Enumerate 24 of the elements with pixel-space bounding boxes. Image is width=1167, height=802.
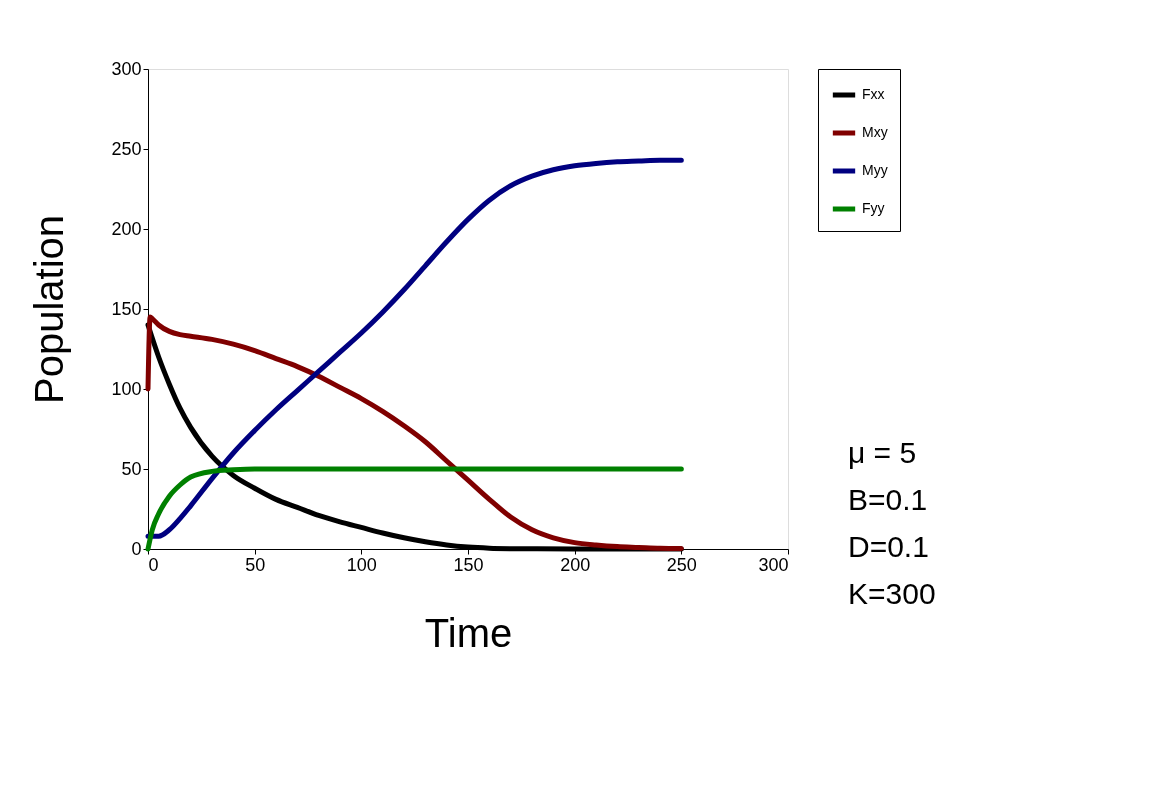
text: K=300 — [848, 577, 936, 610]
x-axis-title: Time — [424, 610, 513, 655]
x-tick-label: 300 — [758, 554, 789, 575]
y-tick-label: 150 — [111, 298, 142, 319]
y-tick-label: 100 — [111, 378, 142, 399]
legend-label: Mxy — [862, 124, 888, 140]
y-tick-label: 50 — [121, 458, 142, 479]
y-tick-label: 250 — [111, 138, 142, 159]
x-tick-label: 0 — [148, 554, 159, 575]
legend-label: Fyy — [862, 200, 885, 216]
x-tick-label: 250 — [666, 554, 697, 575]
x-tick-label: 200 — [560, 554, 591, 575]
x-tick-label: 50 — [245, 554, 266, 575]
text: B=0.1 — [848, 483, 928, 516]
text: μ = 5 — [848, 436, 917, 469]
y-tick-label: 0 — [131, 538, 142, 559]
y-tick-label: 200 — [111, 218, 142, 239]
text: D=0.1 — [848, 530, 929, 563]
legend-label: Myy — [862, 162, 888, 178]
y-tick-label: 300 — [111, 58, 142, 79]
legend-label: Fxx — [862, 86, 885, 102]
x-tick-label: 100 — [346, 554, 377, 575]
x-tick-label: 150 — [453, 554, 484, 575]
y-axis-title: Population — [27, 214, 72, 405]
